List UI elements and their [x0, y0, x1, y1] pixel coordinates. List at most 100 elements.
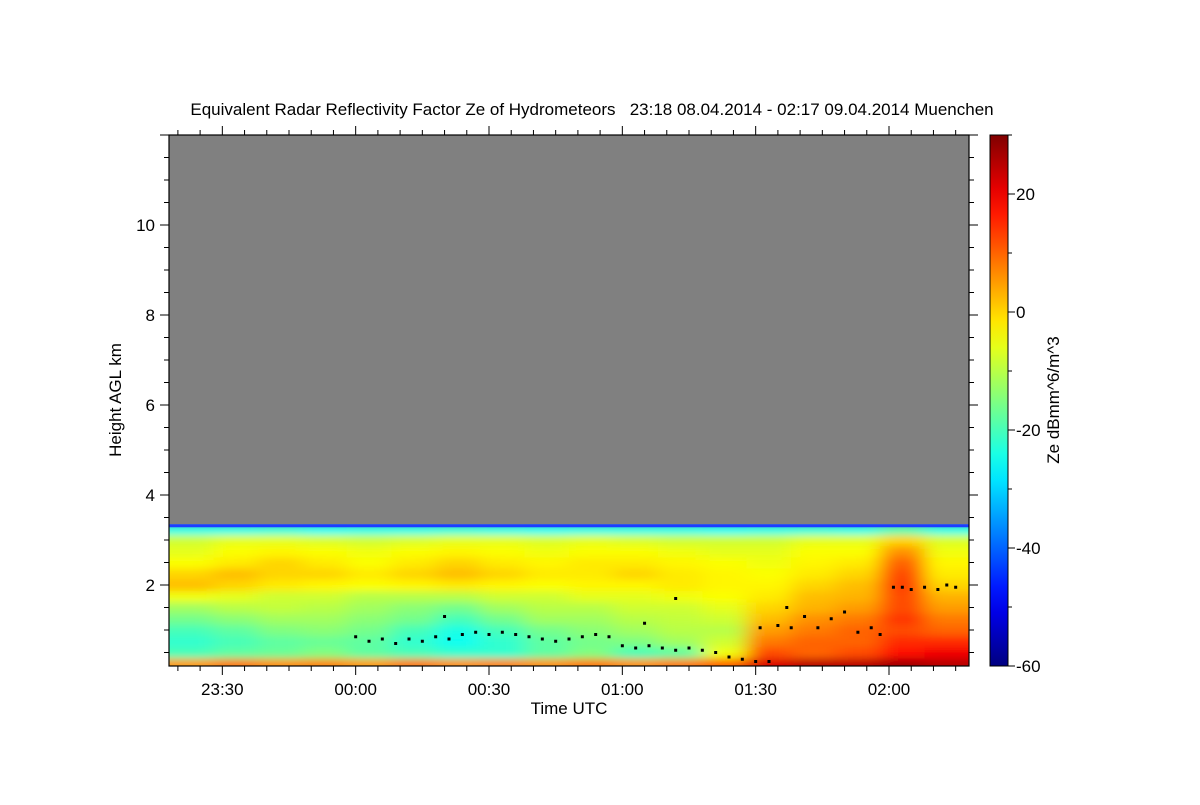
- heatmap-cell: [880, 624, 926, 637]
- heatmap-cell: [257, 579, 303, 592]
- cloud-base-point: [789, 626, 793, 630]
- heatmap-cell: [613, 556, 659, 569]
- heatmap-cell: [791, 613, 837, 625]
- heatmap-cell: [213, 534, 259, 547]
- heatmap-cell: [569, 601, 614, 614]
- x-tick-label: 01:30: [734, 680, 777, 699]
- heatmap-cell: [702, 601, 748, 614]
- heatmap-cell: [302, 568, 348, 580]
- heatmap-cell: [169, 613, 214, 625]
- heatmap-cell: [746, 545, 792, 558]
- heatmap-cell: [257, 590, 303, 603]
- heatmap-cell: [835, 556, 881, 569]
- heatmap-cell: [213, 545, 259, 558]
- heatmap-cell: [524, 579, 570, 592]
- x-tick-label: 00:30: [468, 680, 511, 699]
- heatmap-cell: [213, 524, 259, 535]
- heatmap-cell: [257, 556, 303, 569]
- heatmap-cell: [835, 624, 881, 637]
- heatmap-cell: [791, 624, 837, 637]
- heatmap-cell: [302, 601, 348, 614]
- heatmap-cell: [480, 556, 526, 569]
- chart-title: Equivalent Radar Reflectivity Factor Ze …: [190, 100, 993, 119]
- heatmap-cell: [924, 658, 969, 666]
- heatmap-cell: [346, 590, 392, 603]
- heatmap-cell: [835, 534, 881, 547]
- heatmap-cell: [835, 635, 881, 648]
- colorbar-tick-label: -60: [1016, 657, 1041, 676]
- heatmap-cell: [613, 524, 659, 535]
- heatmap-cell: [346, 624, 392, 637]
- heatmap-cell: [702, 646, 748, 659]
- cloud-base-point: [758, 626, 762, 630]
- cloud-base-point: [500, 630, 504, 634]
- heatmap-cell: [435, 568, 481, 580]
- heatmap-cell: [569, 545, 614, 558]
- heatmap-cell: [924, 601, 969, 614]
- heatmap-cell: [391, 556, 437, 569]
- heatmap-cell: [480, 524, 526, 535]
- heatmap-cell: [480, 635, 526, 648]
- heatmap-cells: [169, 135, 969, 666]
- heatmap-cell: [702, 590, 748, 603]
- heatmap-cell: [435, 579, 481, 592]
- heatmap-cell: [257, 534, 303, 547]
- heatmap-cell: [524, 658, 570, 666]
- heatmap-cell: [435, 524, 481, 535]
- y-tick-label: 2: [146, 576, 155, 595]
- heatmap-cell: [924, 613, 969, 625]
- heatmap-cell: [302, 635, 348, 648]
- heatmap-cell: [480, 579, 526, 592]
- heatmap-cell: [791, 635, 837, 648]
- heatmap-cell: [924, 534, 969, 547]
- colorbar-tick-label: -40: [1016, 539, 1041, 558]
- x-tick-label: 01:00: [601, 680, 644, 699]
- heatmap-cell: [213, 635, 259, 648]
- heatmap-cell: [657, 590, 703, 603]
- heatmap-cell: [569, 613, 614, 625]
- cloud-base-point: [407, 637, 411, 641]
- heatmap-cell: [480, 601, 526, 614]
- heatmap-cell: [702, 635, 748, 648]
- heatmap-cell: [435, 545, 481, 558]
- heatmap-cell: [657, 568, 703, 580]
- cloud-base-point: [380, 637, 384, 641]
- heatmap-cell: [746, 590, 792, 603]
- x-tick-label: 02:00: [868, 680, 911, 699]
- heatmap-cell: [702, 579, 748, 592]
- cloud-base-point: [856, 630, 860, 634]
- heatmap-cell: [569, 556, 614, 569]
- cloud-base-point: [674, 648, 678, 652]
- heatmap-cell: [569, 590, 614, 603]
- colorbar: [989, 134, 1009, 667]
- cloud-base-point: [843, 610, 847, 614]
- y-tick-label: 6: [146, 396, 155, 415]
- cloud-base-point: [447, 637, 451, 641]
- cloud-base-point: [580, 635, 584, 639]
- heatmap-cell: [746, 624, 792, 637]
- heatmap-cell: [480, 545, 526, 558]
- heatmap-cell: [835, 545, 881, 558]
- cloud-base-point: [647, 644, 651, 648]
- heatmap-cell: [391, 624, 437, 637]
- heatmap-cell: [346, 556, 392, 569]
- heatmap-cell: [391, 601, 437, 614]
- cloud-base-point: [727, 655, 731, 659]
- heatmap-cell: [213, 568, 259, 580]
- cloud-base-point: [367, 639, 371, 643]
- heatmap-cell: [613, 545, 659, 558]
- cloud-base-point: [803, 615, 807, 618]
- heatmap-cell: [924, 524, 969, 535]
- cloud-base-point: [434, 635, 438, 639]
- cloud-base-point: [869, 626, 873, 630]
- heatmap-cell: [746, 556, 792, 569]
- heatmap-cell: [391, 635, 437, 648]
- cloud-base-point: [785, 606, 789, 609]
- heatmap-cell: [302, 658, 348, 666]
- cloud-base-point: [674, 597, 678, 600]
- heatmap-cell: [524, 534, 570, 547]
- heatmap-cell: [169, 635, 214, 648]
- cloud-base-point: [891, 585, 895, 589]
- heatmap-cell: [480, 568, 526, 580]
